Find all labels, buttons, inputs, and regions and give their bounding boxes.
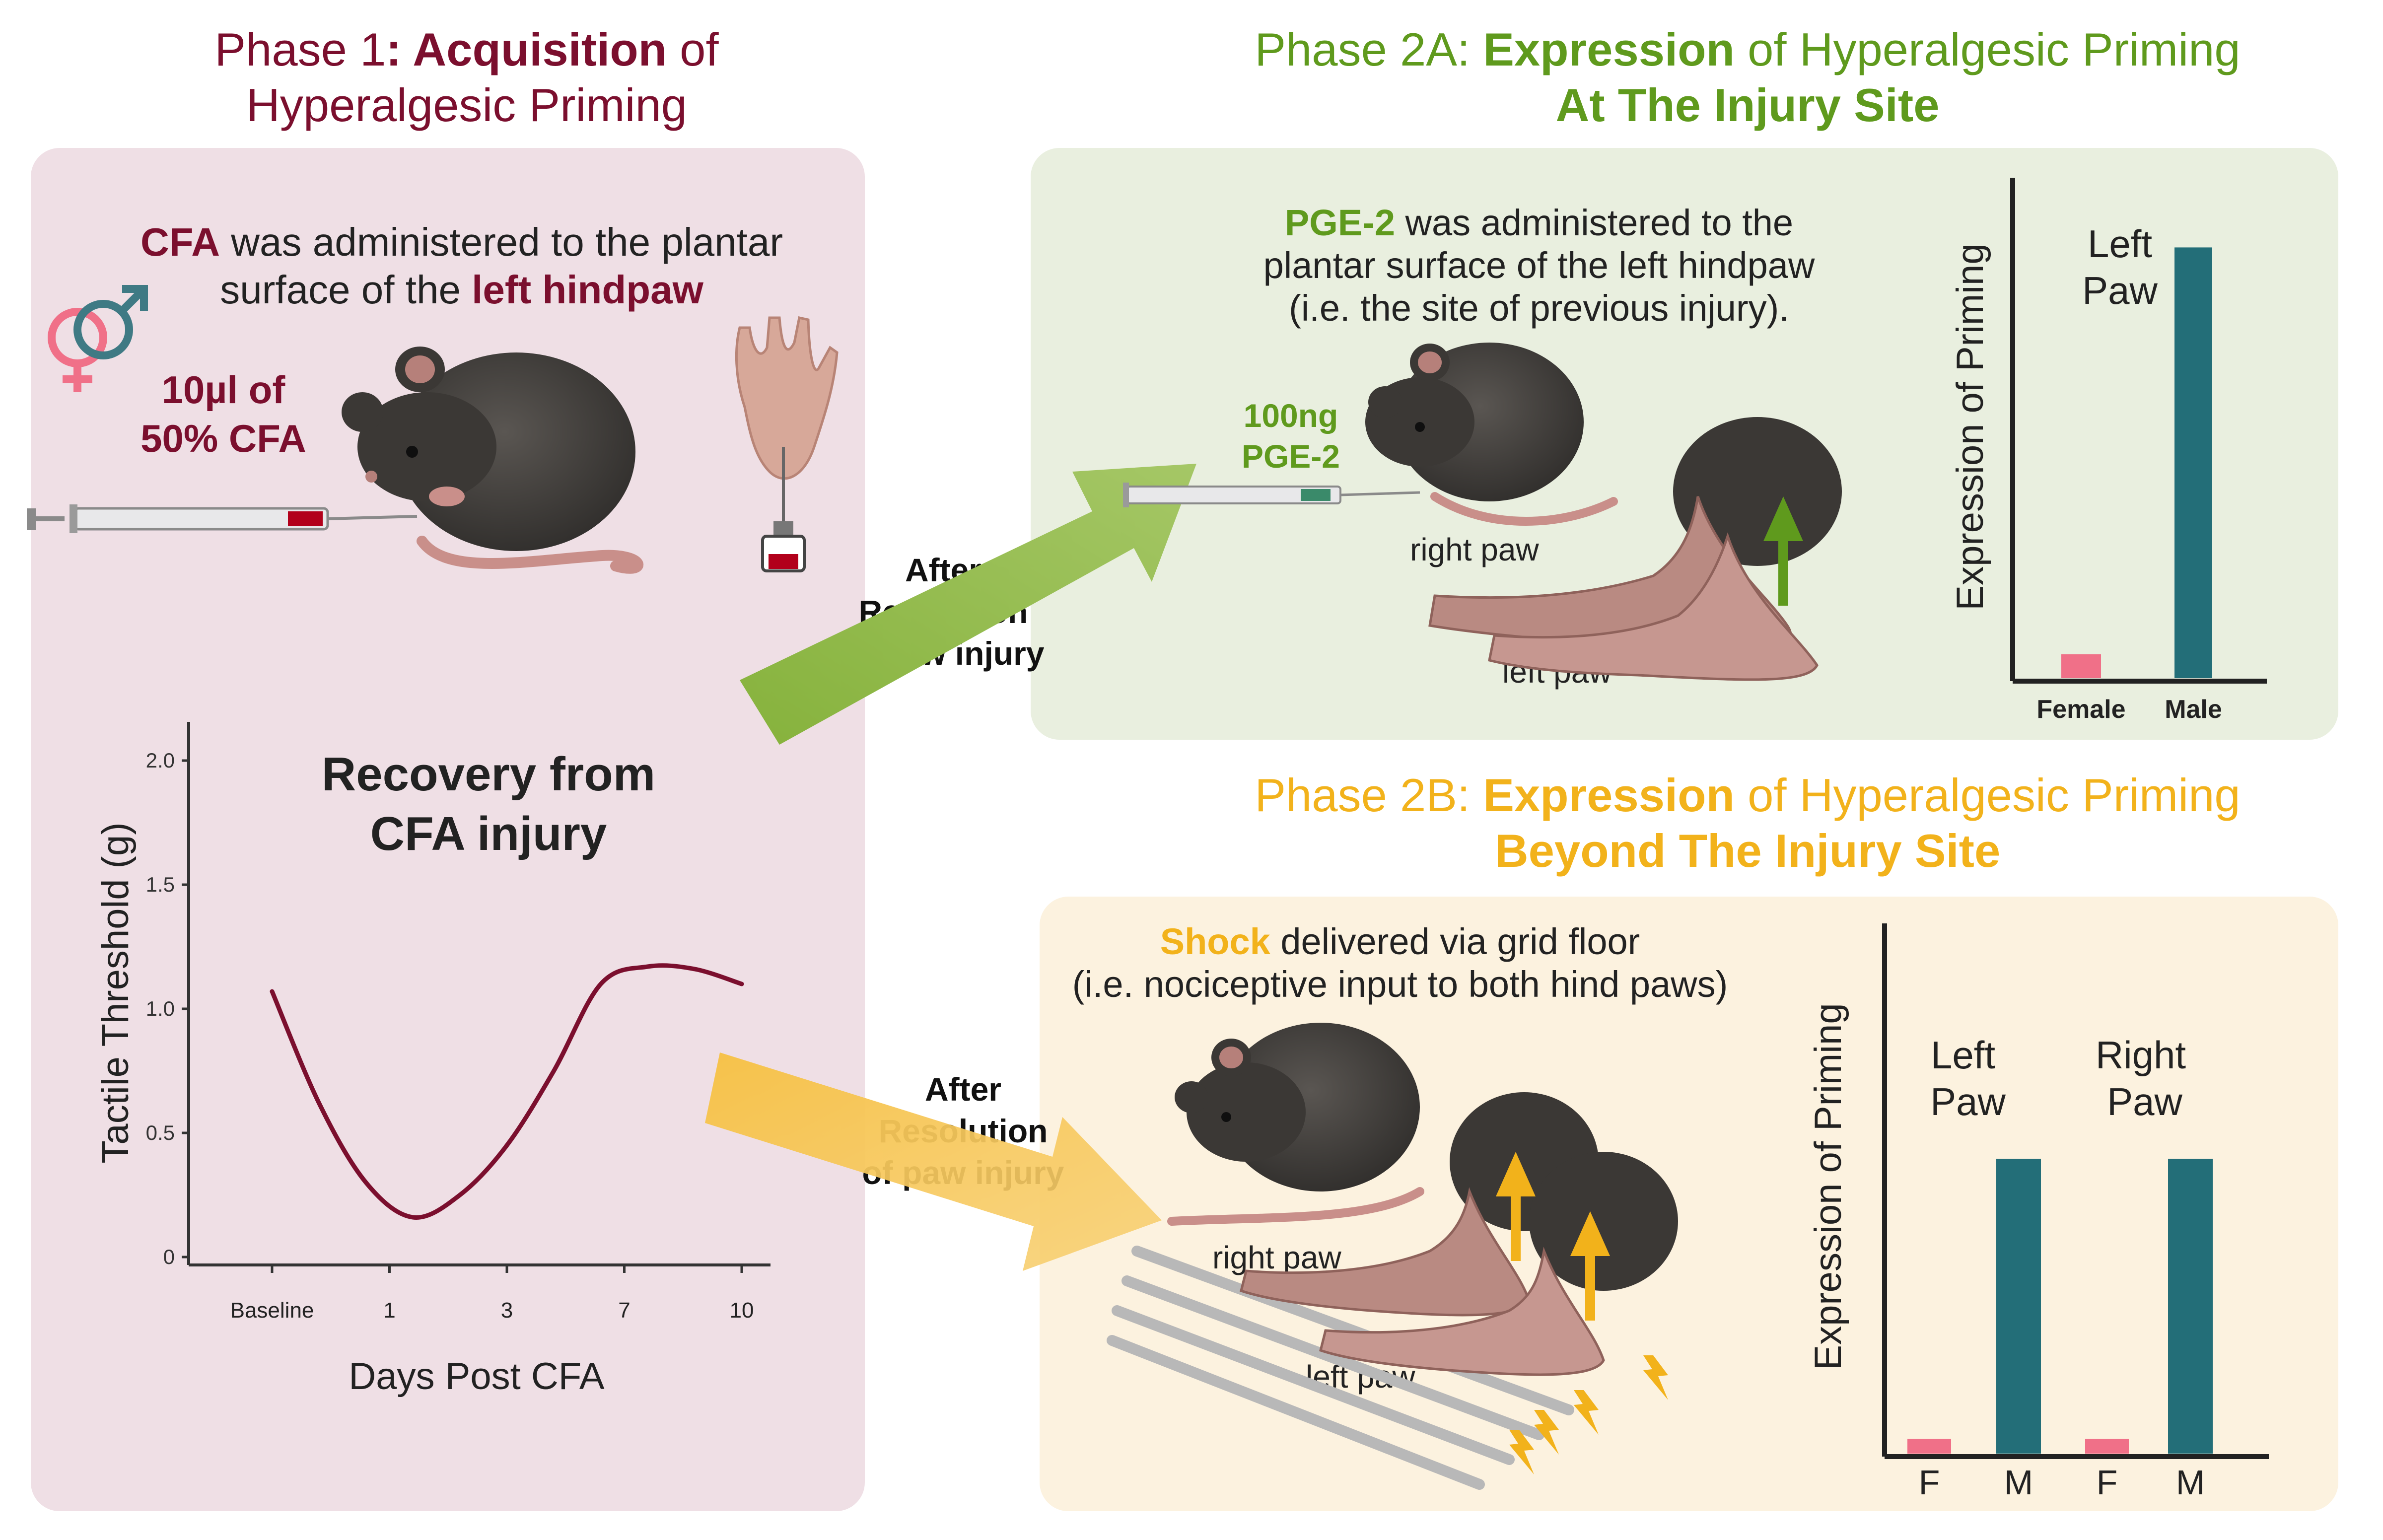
phase2a-mouse-icon: [1365, 343, 1618, 526]
arrow-to-phase2a: [740, 464, 1196, 745]
phase2a-bar-chart: Left Paw Expression of Priming Female Ma…: [1949, 178, 2267, 724]
line-series-recovery: [270, 963, 744, 1220]
phase2b-bar-label-f-right: F: [2097, 1463, 2118, 1502]
y-tick-label: 0.5: [146, 1121, 175, 1144]
syringe-icon: [27, 504, 418, 533]
x-tick-label: 10: [730, 1298, 754, 1323]
phase2a-title: Phase 2A: Expression of Hyperalgesic Pri…: [1255, 23, 2241, 131]
pge2-syringe-icon: [1123, 483, 1420, 507]
x-tick-label: Baseline: [230, 1298, 314, 1323]
x-tick-label: 7: [618, 1298, 630, 1323]
phase1-title: Phase 1: Acquisition of Hyperalgesic Pri…: [214, 23, 719, 131]
line-chart-title-line2: CFA injury: [370, 807, 607, 860]
phase2b-bar-label-m-left: M: [2004, 1463, 2033, 1502]
female-symbol-icon: [48, 308, 107, 392]
x-tick-label: 3: [501, 1298, 513, 1323]
left-paw-bar-male: [1996, 1159, 2041, 1454]
recovery-line-chart: Recovery from CFA injury Days Post CFA T…: [94, 722, 771, 1398]
pge2-dose: 100ng PGE-2: [1241, 397, 1340, 475]
y-tick-label: 1.0: [146, 997, 175, 1020]
bar-male: [2174, 247, 2212, 678]
phase2b-panel: [1040, 897, 2338, 1511]
hindpaw-icon: [735, 316, 839, 572]
phase2a-chart-ylabel: Expression of Priming: [1949, 243, 1991, 610]
phase2a-bar-label-female: Female: [2036, 695, 2125, 724]
cfa-dose: 10µl of 50% CFA: [140, 368, 306, 460]
phase2a-chart-title-line2: Paw: [2082, 269, 2158, 312]
x-tick-label: 1: [383, 1298, 395, 1323]
line-chart-xlabel: Days Post CFA: [349, 1355, 605, 1398]
line-chart-ylabel: Tactile Threshold (g): [94, 822, 137, 1163]
y-tick-label: 1.5: [146, 873, 175, 896]
phase2b-right-group-title-line1: Right: [2096, 1033, 2186, 1077]
phase2a-bar-label-male: Male: [2165, 695, 2222, 724]
phase2b-title: Phase 2B: Expression of Hyperalgesic Pri…: [1255, 769, 2241, 877]
shock-grid-floor-icon: [1107, 1246, 1574, 1490]
mouse-icon: [342, 347, 643, 574]
pge2-description: PGE-2 was administered to the plantar su…: [1263, 202, 1815, 329]
phase2b-mouse-icon: [1167, 1023, 1424, 1226]
phase2b-bar-label-m-right: M: [2176, 1463, 2205, 1502]
phase2b-left-group-title-line2: Paw: [1930, 1080, 2006, 1123]
right-paw-bar-female: [2085, 1439, 2129, 1454]
phase2a-chart-title-line1: Left: [2088, 222, 2152, 266]
bar-female: [2061, 654, 2101, 678]
y-tick-label: 0: [163, 1245, 175, 1268]
phase2b-bar-label-f-left: F: [1919, 1463, 1940, 1502]
y-tick-label: 2.0: [146, 749, 175, 772]
phase2b-left-group-title-line1: Left: [1931, 1033, 1995, 1077]
right-paw-bar-male: [2168, 1159, 2213, 1454]
phase2a-hindpaws-icon: [1428, 417, 1842, 681]
lightning-bolt-icons: [1509, 1355, 1668, 1474]
cfa-description: CFA was administered to the plantar surf…: [140, 220, 783, 312]
line-chart-title-line1: Recovery from: [322, 748, 655, 801]
phase2b-chart-ylabel: Expression of Priming: [1807, 1003, 1849, 1370]
arrow-to-phase2b: [705, 1052, 1162, 1271]
phase2a-right-paw-label: right paw: [1410, 532, 1539, 567]
phase2b-right-group-title-line2: Paw: [2107, 1080, 2182, 1123]
male-symbol-icon: [73, 285, 148, 359]
phase2b-right-paw-label: right paw: [1212, 1240, 1341, 1275]
shock-description: Shock delivered via grid floor (i.e. noc…: [1072, 921, 1728, 1005]
left-paw-bar-female: [1907, 1439, 1951, 1454]
phase2b-hindpaws-icon: [1240, 1092, 1678, 1376]
phase2b-bar-chart: Expression of Priming Left Paw Right Paw…: [1807, 923, 2269, 1502]
